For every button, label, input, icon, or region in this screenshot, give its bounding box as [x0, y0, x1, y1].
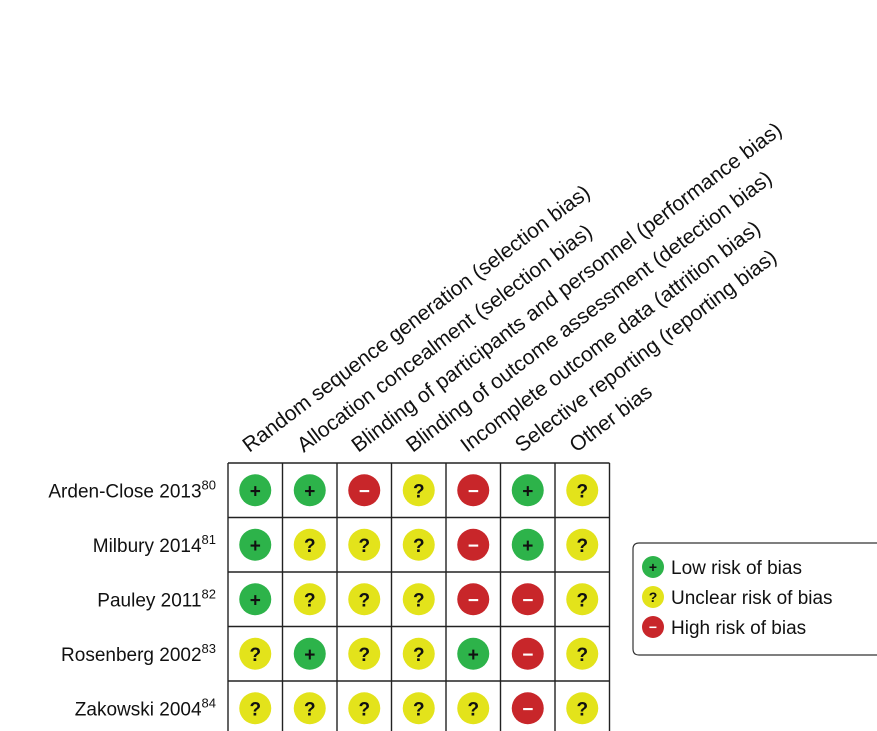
rating-unclear-icon — [348, 583, 381, 616]
rating-low-icon — [239, 528, 272, 561]
rating-unclear-icon — [566, 474, 599, 507]
rating-grid: + + −? − + ? +??? − + ? +??? − −?? +?? + −?????? −? — [227, 462, 611, 731]
rating-symbol: − — [522, 590, 533, 611]
study-label: Zakowski 200484 — [75, 695, 216, 720]
rating-unclear-icon — [402, 692, 435, 725]
legend-label: High risk of bias — [671, 618, 806, 639]
rating-symbol: + — [468, 645, 479, 666]
rating-unclear-icon — [348, 637, 381, 670]
rating-symbol: ? — [467, 699, 479, 720]
rating-symbol: ? — [413, 536, 425, 557]
legend-symbol: ? — [649, 589, 658, 605]
rating-high-icon — [457, 528, 490, 561]
rating-symbol: − — [468, 481, 479, 502]
rating-symbol: ? — [304, 590, 316, 611]
rating-low-icon — [511, 528, 544, 561]
rating-symbol: − — [359, 481, 370, 502]
rating-low-icon — [457, 637, 490, 670]
legend-symbol: + — [649, 559, 657, 575]
rating-unclear-icon — [566, 528, 599, 561]
rating-unclear-icon — [348, 528, 381, 561]
study-label: Rosenberg 200283 — [61, 641, 216, 666]
legend: + Low risk of bias? Unclear risk of bias− H… — [632, 542, 877, 656]
rating-unclear-icon — [402, 637, 435, 670]
rating-unclear-icon — [402, 583, 435, 616]
legend-label: Low risk of bias — [671, 558, 802, 579]
rating-symbol: ? — [249, 645, 261, 666]
rating-symbol: − — [522, 699, 533, 720]
rating-high-icon — [511, 583, 544, 616]
rating-unclear-icon — [293, 528, 326, 561]
rating-unclear-icon — [402, 528, 435, 561]
rating-symbol: ? — [249, 699, 261, 720]
rating-symbol: ? — [576, 699, 588, 720]
rating-unclear-icon — [348, 692, 381, 725]
rating-unclear-icon — [402, 474, 435, 507]
rating-low-icon — [511, 474, 544, 507]
rating-symbol: ? — [358, 590, 370, 611]
rating-symbol: ? — [576, 536, 588, 557]
rating-symbol: + — [522, 536, 533, 557]
rating-symbol: + — [250, 536, 261, 557]
rating-low-icon — [293, 474, 326, 507]
rating-symbol: ? — [576, 645, 588, 666]
legend-symbol: − — [649, 619, 657, 635]
rating-symbol: + — [522, 481, 533, 502]
rating-symbol: + — [304, 481, 315, 502]
rating-symbol: ? — [576, 481, 588, 502]
legend-box — [632, 542, 877, 656]
rating-symbol: − — [522, 645, 533, 666]
rating-unclear-icon — [239, 692, 272, 725]
rating-symbol: ? — [413, 699, 425, 720]
rating-unclear-icon — [566, 692, 599, 725]
legend-label: Unclear risk of bias — [671, 588, 833, 609]
rating-symbol: ? — [413, 481, 425, 502]
rating-symbol: ? — [358, 645, 370, 666]
rating-low-icon — [293, 637, 326, 670]
rating-symbol: ? — [413, 590, 425, 611]
rating-unclear-icon — [566, 583, 599, 616]
study-label: Milbury 201481 — [93, 532, 216, 557]
rating-unclear-icon — [239, 637, 272, 670]
rating-high-icon — [457, 583, 490, 616]
rating-symbol: + — [304, 645, 315, 666]
rating-symbol: − — [468, 590, 479, 611]
legend-unclear-icon — [642, 586, 664, 608]
rating-unclear-icon — [457, 692, 490, 725]
rating-high-icon — [348, 474, 381, 507]
rating-high-icon — [511, 637, 544, 670]
study-labels: Arden-Close 201380 Milbury 201481 Pauley 2… — [48, 477, 216, 720]
study-label: Pauley 201182 — [97, 586, 216, 611]
rating-high-icon — [511, 692, 544, 725]
rating-symbol: ? — [304, 536, 316, 557]
rating-symbol: ? — [576, 590, 588, 611]
domain-headers: Random sequence generation (selection bi… — [238, 118, 786, 457]
rating-symbol: + — [250, 481, 261, 502]
domain-header: Blinding of outcome assessment (detectio… — [402, 167, 777, 457]
rating-symbol: ? — [358, 536, 370, 557]
rating-symbol: + — [250, 590, 261, 611]
rating-unclear-icon — [293, 692, 326, 725]
rating-unclear-icon — [566, 637, 599, 670]
rating-low-icon — [239, 583, 272, 616]
rating-symbol: ? — [358, 699, 370, 720]
rating-low-icon — [239, 474, 272, 507]
rating-symbol: ? — [413, 645, 425, 666]
study-label: Arden-Close 201380 — [48, 477, 216, 502]
rating-symbol: − — [468, 536, 479, 557]
legend-high-icon — [642, 616, 664, 638]
rating-unclear-icon — [293, 583, 326, 616]
rating-high-icon — [457, 474, 490, 507]
legend-low-icon — [642, 556, 664, 578]
rating-symbol: ? — [304, 699, 316, 720]
